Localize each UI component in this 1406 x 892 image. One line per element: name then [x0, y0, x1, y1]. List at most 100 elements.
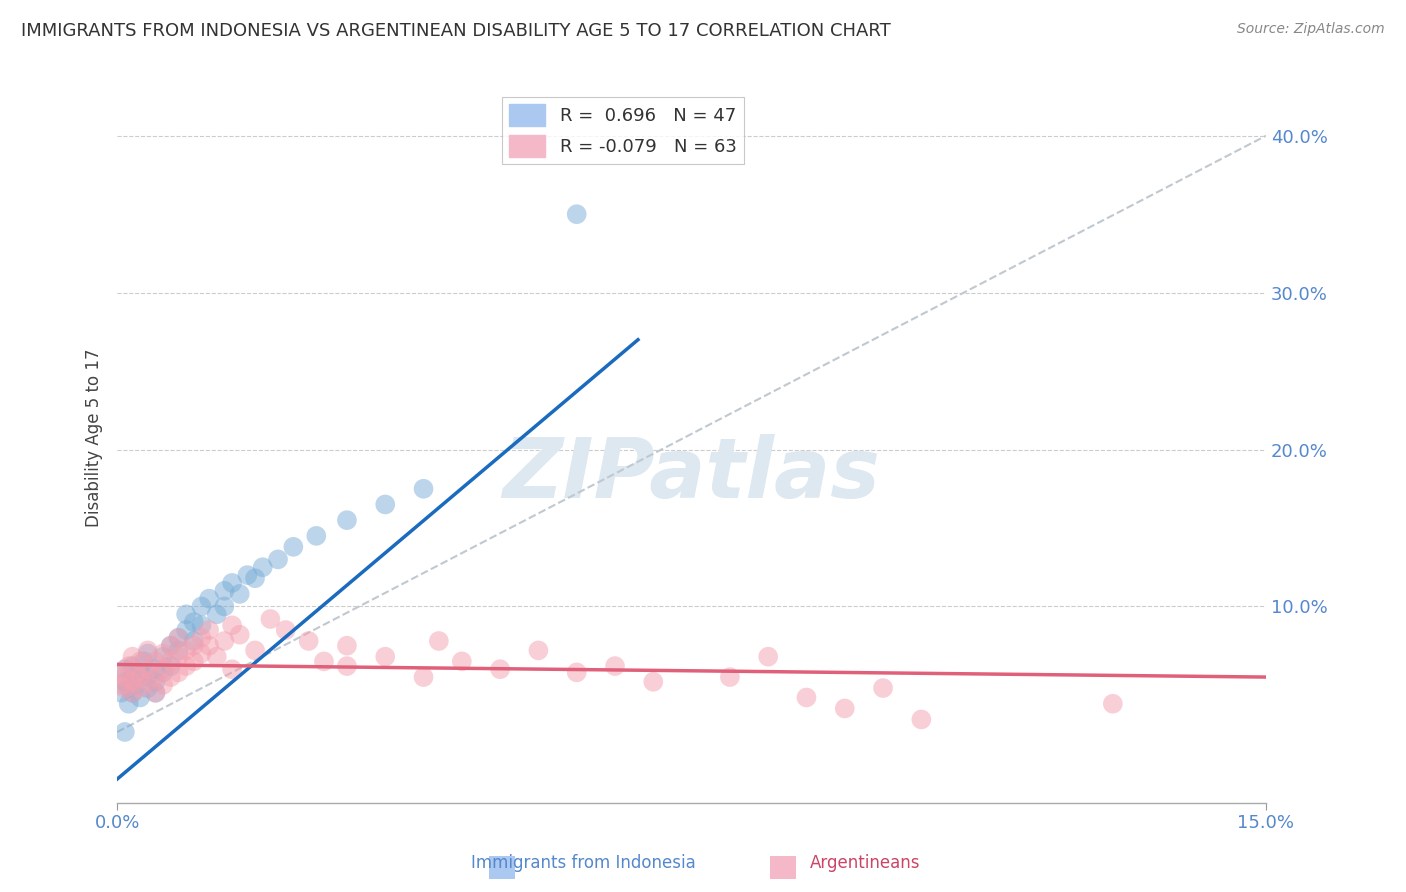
Point [229, 628, 252, 642]
Text: IMMIGRANTS FROM INDONESIA VS ARGENTINEAN DISABILITY AGE 5 TO 17 CORRELATION CHAR: IMMIGRANTS FROM INDONESIA VS ARGENTINEAN… [21, 22, 891, 40]
Point [756, 649, 779, 664]
Point [159, 659, 181, 673]
Point [145, 662, 167, 676]
Point [121, 686, 143, 700]
Point [145, 674, 167, 689]
Point [214, 634, 236, 648]
Point [110, 678, 132, 692]
Point [152, 662, 174, 676]
Point [214, 583, 236, 598]
Point [190, 599, 212, 614]
Point [834, 701, 856, 715]
Point [167, 649, 190, 664]
Point [125, 678, 148, 692]
Point [229, 587, 252, 601]
Point [259, 612, 281, 626]
Point [252, 560, 274, 574]
Point [198, 623, 221, 637]
Point [159, 639, 181, 653]
Point [129, 670, 152, 684]
Point [183, 639, 205, 653]
Point [145, 686, 167, 700]
Point [1101, 697, 1123, 711]
Point [121, 686, 143, 700]
Point [136, 670, 159, 684]
Point [118, 659, 141, 673]
Point [221, 618, 243, 632]
Point [190, 618, 212, 632]
Point [243, 643, 266, 657]
Point [145, 654, 167, 668]
Point [152, 647, 174, 661]
Point [603, 659, 626, 673]
Point [236, 568, 259, 582]
Point [129, 654, 152, 668]
Point [412, 670, 434, 684]
Point [267, 552, 290, 566]
Point [159, 654, 181, 668]
Point [145, 670, 167, 684]
Point [114, 670, 136, 684]
Point [183, 634, 205, 648]
Point [214, 599, 236, 614]
Point [121, 649, 143, 664]
Point [565, 207, 588, 221]
Text: Immigrants from Indonesia: Immigrants from Indonesia [471, 855, 696, 872]
Point [183, 654, 205, 668]
Point [910, 713, 932, 727]
Point [174, 643, 197, 657]
Point [243, 571, 266, 585]
Point [121, 670, 143, 684]
Point [136, 662, 159, 676]
Point [132, 654, 155, 668]
Point [167, 643, 190, 657]
Y-axis label: Disability Age 5 to 17: Disability Age 5 to 17 [86, 349, 103, 527]
Point [129, 690, 152, 705]
Point [152, 678, 174, 692]
Point [489, 662, 512, 676]
Point [118, 697, 141, 711]
Point [110, 686, 132, 700]
Point [374, 498, 396, 512]
Point [136, 647, 159, 661]
Point [114, 681, 136, 695]
Point [643, 674, 665, 689]
Point [312, 654, 335, 668]
Point [129, 665, 152, 680]
Text: ZIPatlas: ZIPatlas [503, 434, 880, 515]
Point [205, 649, 228, 664]
Point [174, 607, 197, 622]
Point [198, 639, 221, 653]
Point [118, 681, 141, 695]
Point [336, 639, 359, 653]
Point [114, 725, 136, 739]
Point [374, 649, 396, 664]
Point [450, 654, 472, 668]
Point [129, 681, 152, 695]
Text: Argentineans: Argentineans [810, 855, 920, 872]
Point [152, 665, 174, 680]
Point [167, 631, 190, 645]
Point [183, 615, 205, 629]
Point [136, 643, 159, 657]
Point [274, 623, 297, 637]
Point [298, 634, 321, 648]
Text: Source: ZipAtlas.com: Source: ZipAtlas.com [1237, 22, 1385, 37]
Point [167, 631, 190, 645]
Point [872, 681, 894, 695]
Point [190, 631, 212, 645]
Point [174, 623, 197, 637]
Point [174, 659, 197, 673]
Point [136, 681, 159, 695]
Point [305, 529, 328, 543]
Legend: R =  0.696   N = 47, R = -0.079   N = 63: R = 0.696 N = 47, R = -0.079 N = 63 [502, 96, 744, 164]
Point [198, 591, 221, 606]
Point [125, 665, 148, 680]
Point [121, 674, 143, 689]
Point [221, 662, 243, 676]
Point [114, 674, 136, 689]
Point [412, 482, 434, 496]
Point [190, 647, 212, 661]
Point [427, 634, 450, 648]
Point [159, 670, 181, 684]
